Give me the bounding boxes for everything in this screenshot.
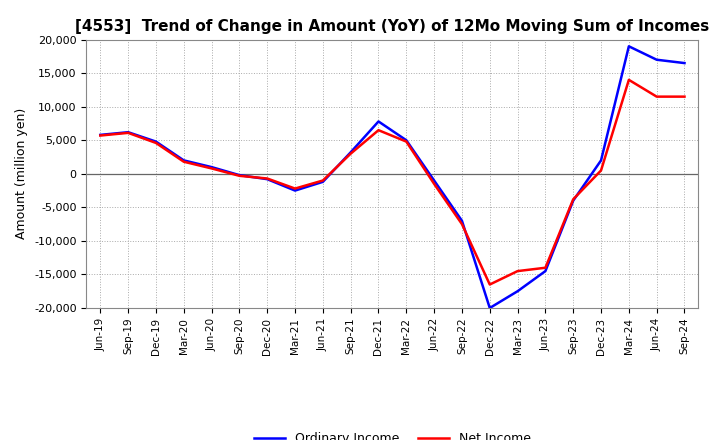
Ordinary Income: [263, 176, 271, 182]
Net Income: [318, 178, 327, 183]
Net Income: [402, 139, 410, 144]
Net Income: [374, 128, 383, 133]
Line: Net Income: Net Income: [100, 80, 685, 285]
Ordinary Income: [207, 165, 216, 170]
Y-axis label: Amount (million yen): Amount (million yen): [16, 108, 29, 239]
Title: [4553]  Trend of Change in Amount (YoY) of 12Mo Moving Sum of Incomes: [4553] Trend of Change in Amount (YoY) o…: [76, 19, 709, 34]
Net Income: [541, 265, 550, 270]
Net Income: [152, 140, 161, 146]
Ordinary Income: [541, 268, 550, 274]
Ordinary Income: [624, 44, 633, 49]
Ordinary Income: [597, 158, 606, 163]
Ordinary Income: [485, 305, 494, 311]
Net Income: [124, 130, 132, 136]
Ordinary Income: [374, 119, 383, 124]
Ordinary Income: [235, 172, 243, 178]
Net Income: [346, 151, 355, 156]
Net Income: [96, 133, 104, 138]
Ordinary Income: [124, 129, 132, 135]
Ordinary Income: [430, 178, 438, 183]
Net Income: [485, 282, 494, 287]
Ordinary Income: [402, 138, 410, 143]
Net Income: [179, 159, 188, 165]
Net Income: [652, 94, 661, 99]
Ordinary Income: [96, 132, 104, 138]
Ordinary Income: [291, 188, 300, 193]
Ordinary Income: [680, 60, 689, 66]
Ordinary Income: [346, 150, 355, 155]
Net Income: [513, 268, 522, 274]
Legend: Ordinary Income, Net Income: Ordinary Income, Net Income: [248, 427, 536, 440]
Line: Ordinary Income: Ordinary Income: [100, 46, 685, 308]
Ordinary Income: [569, 198, 577, 203]
Net Income: [680, 94, 689, 99]
Ordinary Income: [652, 57, 661, 62]
Net Income: [624, 77, 633, 82]
Net Income: [597, 168, 606, 173]
Net Income: [291, 186, 300, 191]
Ordinary Income: [152, 139, 161, 144]
Ordinary Income: [458, 218, 467, 224]
Ordinary Income: [513, 289, 522, 294]
Net Income: [569, 197, 577, 202]
Net Income: [458, 221, 467, 227]
Ordinary Income: [179, 158, 188, 163]
Net Income: [263, 176, 271, 181]
Net Income: [207, 166, 216, 171]
Net Income: [430, 181, 438, 187]
Net Income: [235, 173, 243, 179]
Ordinary Income: [318, 179, 327, 184]
